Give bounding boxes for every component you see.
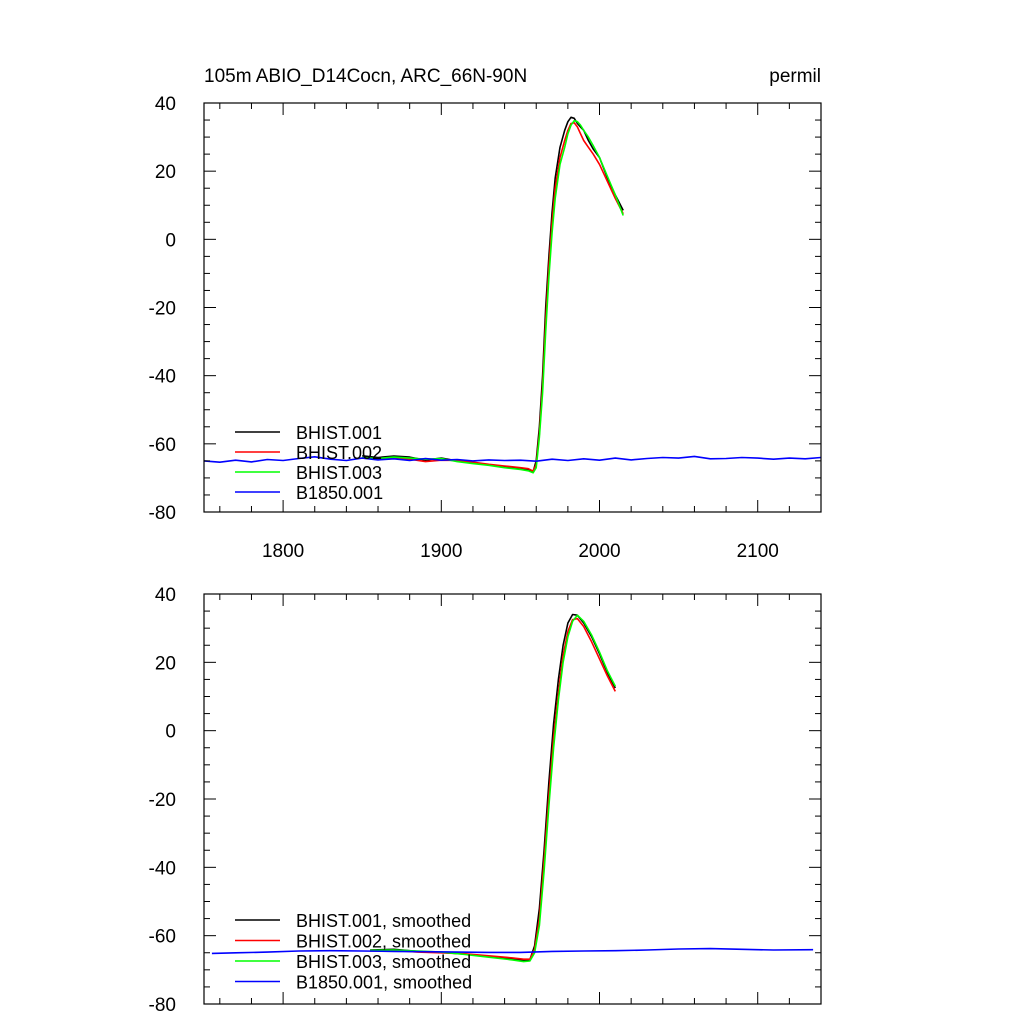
x-tick-label: 2100 [737, 541, 779, 562]
x-tick-label: 1900 [420, 541, 462, 562]
y-tick-label: -20 [149, 790, 176, 811]
legend-label: BHIST.002, smoothed [296, 932, 471, 952]
series-line-bottom-1 [370, 613, 617, 962]
y-tick-label: 20 [155, 653, 176, 674]
y-tick-label: -60 [149, 927, 176, 948]
y-tick-label: -20 [149, 299, 176, 320]
x-tick-label: 2000 [578, 541, 620, 562]
y-tick-label: -80 [149, 503, 176, 524]
series-line-bottom-4 [211, 947, 814, 955]
y-tick-label: 40 [155, 94, 176, 115]
y-tick-label: -80 [149, 995, 176, 1016]
y-tick-label: -40 [149, 858, 176, 879]
axes-bottom: -80 -60 -40 -20 0 20 40 [149, 585, 822, 1016]
legend-label: B1850.001 [296, 483, 383, 503]
chart-title: 105m ABIO_D14Cocn, ARC_66N-90N [204, 66, 527, 87]
legend-label: BHIST.001 [296, 423, 382, 443]
series-line-top-2 [362, 122, 624, 472]
series-line-bottom-3 [370, 614, 617, 963]
y-tick-label: 0 [165, 722, 176, 743]
legend-label: BHIST.002 [296, 443, 382, 463]
plot-lines-bottom [211, 613, 814, 963]
y-tick-label: -60 [149, 435, 176, 456]
legend-label: BHIST.003, smoothed [296, 952, 471, 972]
y-tick-label: 20 [155, 162, 176, 183]
legend-label: B1850.001, smoothed [296, 973, 472, 993]
y-tick-label: -40 [149, 367, 176, 388]
x-tick-label: 1800 [262, 541, 304, 562]
legend-label: BHIST.003 [296, 463, 382, 483]
y-tick-label: 0 [165, 230, 176, 251]
axes-top: -80 -60 -40 -20 0 20 40 1800 1900 2000 2100 [149, 94, 822, 562]
panel-top: 105m ABIO_D14Cocn, ARC_66N-90N permil -8… [149, 66, 822, 562]
legend-label: BHIST.001, smoothed [296, 911, 471, 931]
y-tick-label: 40 [155, 585, 176, 606]
series-line-top-1 [362, 116, 624, 473]
plot-lines-top [203, 116, 822, 474]
series-line-top-3 [362, 119, 624, 474]
units-label: permil [769, 66, 821, 87]
series-line-bottom-2 [370, 617, 617, 961]
series-line-top-4 [203, 455, 822, 464]
